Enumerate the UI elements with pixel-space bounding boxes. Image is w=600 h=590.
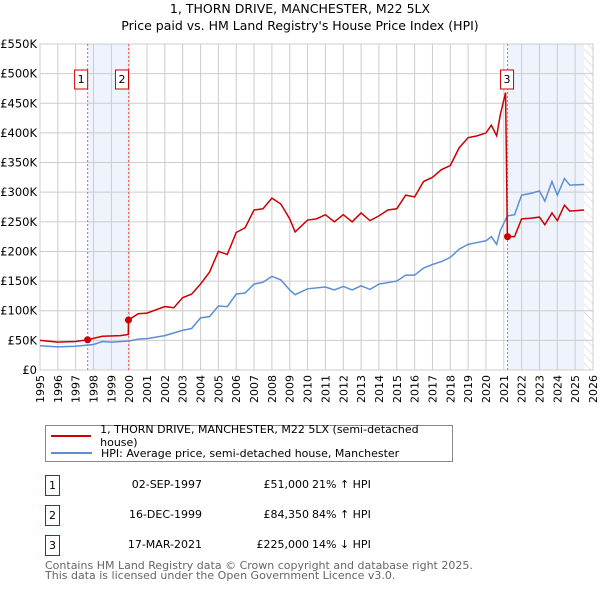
y-tick-label: £400K [0, 126, 37, 140]
legend: 1, THORN DRIVE, MANCHESTER, M22 5LX (sem… [45, 423, 453, 462]
y-tick-label: £350K [0, 156, 37, 170]
x-tick-label: 2008 [266, 375, 279, 403]
y-tick-label: £450K [0, 96, 37, 110]
sale-date: 16-DEC-1999 [128, 508, 202, 521]
x-tick-label: 2013 [355, 375, 368, 403]
x-tick-label: 1995 [34, 375, 47, 403]
x-tick-label: 2017 [426, 375, 439, 403]
x-tick-label: 2000 [123, 375, 136, 403]
sale-label-box [74, 69, 89, 90]
x-tick-label: 2002 [159, 375, 172, 403]
legend-swatch-blue [51, 452, 92, 454]
x-tick-label: 2012 [337, 375, 350, 403]
plot-area: 1995 1996 1997 1998 1999 2000 2001 2002 2003 2004… [0, 37, 600, 403]
shaded-region [87, 44, 129, 370]
shaded-region [507, 44, 585, 370]
sale-row: 3 17-MAR-2021 £225,000 14% ↓ HPI [45, 535, 445, 556]
y-tick-label: £0 [22, 363, 37, 377]
x-tick-label: 2021 [498, 375, 511, 403]
x-tick-label: 2003 [177, 375, 190, 403]
sale-point [504, 233, 512, 241]
footer-line-2: This data is licensed under the Open Gov… [45, 569, 396, 582]
legend-label-property: 1, THORN DRIVE, MANCHESTER, M22 5LX (sem… [100, 423, 419, 449]
x-tick-label: 1996 [52, 375, 65, 403]
x-tick-label: 2016 [409, 375, 422, 403]
y-tick-label: £500K [0, 67, 37, 81]
x-tick-label: 1997 [70, 375, 83, 403]
legend-swatch-red [51, 435, 92, 437]
sale-badge: 3 [45, 535, 60, 556]
sale-price: £225,000 [256, 538, 310, 551]
sale-price: £51,000 [263, 478, 310, 491]
x-tick-label: 2010 [302, 375, 315, 403]
x-tick-label: 2006 [230, 375, 243, 403]
x-tick-label: 2009 [284, 375, 297, 403]
sale-hpi-diff: 84% ↑ HPI [312, 508, 371, 521]
plot-border [39, 43, 594, 371]
series-line-property [39, 92, 585, 343]
chart-title: 1, THORN DRIVE, MANCHESTER, M22 5LX [169, 1, 431, 16]
x-tick-label: 2001 [141, 375, 154, 403]
sale-point [124, 316, 132, 324]
x-tick-label: 2022 [516, 375, 529, 403]
y-tick-label: £300K [0, 185, 37, 199]
y-tick-label: £100K [0, 304, 37, 318]
series-line-hpi [39, 177, 585, 348]
sale-badge: 1 [45, 475, 60, 496]
sale-point [84, 336, 92, 344]
x-tick-label: 2024 [551, 375, 564, 403]
sale-date: 17-MAR-2021 [127, 538, 202, 551]
sale-hpi-diff: 21% ↑ HPI [312, 478, 371, 491]
x-tick-label: 2011 [319, 375, 332, 403]
forecast-hatch [584, 44, 593, 370]
y-tick-label: £250K [0, 215, 37, 229]
x-tick-label: 2007 [248, 375, 261, 403]
sale-label-box [500, 69, 515, 90]
x-tick-label: 2015 [391, 375, 404, 403]
x-tick-label: 1999 [105, 375, 118, 403]
sale-date: 02-SEP-1997 [131, 478, 202, 491]
sale-label-box [114, 69, 129, 90]
y-tick-label: £550K [0, 37, 37, 51]
chart-subtitle: Price paid vs. HM Land Registry's House … [121, 18, 479, 33]
sale-price: £84,350 [263, 508, 310, 521]
x-tick-label: 2025 [569, 375, 582, 403]
x-tick-label: 2018 [444, 375, 457, 403]
sale-badge: 2 [45, 505, 60, 526]
x-tick-label: 2014 [373, 375, 386, 403]
sale-label: 1 [78, 73, 85, 86]
sale-row: 1 02-SEP-1997 £51,000 21% ↑ HPI [45, 475, 445, 496]
x-tick-label: 2026 [587, 375, 600, 403]
legend-label-hpi: HPI: Average price, semi-detached house,… [101, 446, 400, 460]
sale-label: 3 [504, 73, 511, 86]
x-tick-label: 2019 [462, 375, 475, 403]
x-tick-label: 1998 [88, 375, 101, 403]
y-tick-label: £200K [0, 244, 37, 258]
y-tick-label: £50K [8, 333, 38, 347]
sale-label: 2 [118, 73, 125, 86]
y-tick-label: £150K [0, 274, 37, 288]
x-tick-label: 2023 [533, 375, 546, 403]
sale-row: 2 16-DEC-1999 £84,350 84% ↑ HPI [45, 505, 445, 526]
footer-line-1: Contains HM Land Registry data © Crown c… [45, 559, 473, 572]
x-tick-label: 2020 [480, 375, 493, 403]
sale-hpi-diff: 14% ↓ HPI [312, 538, 371, 551]
x-tick-label: 2005 [212, 375, 225, 403]
x-tick-label: 2004 [195, 375, 208, 403]
